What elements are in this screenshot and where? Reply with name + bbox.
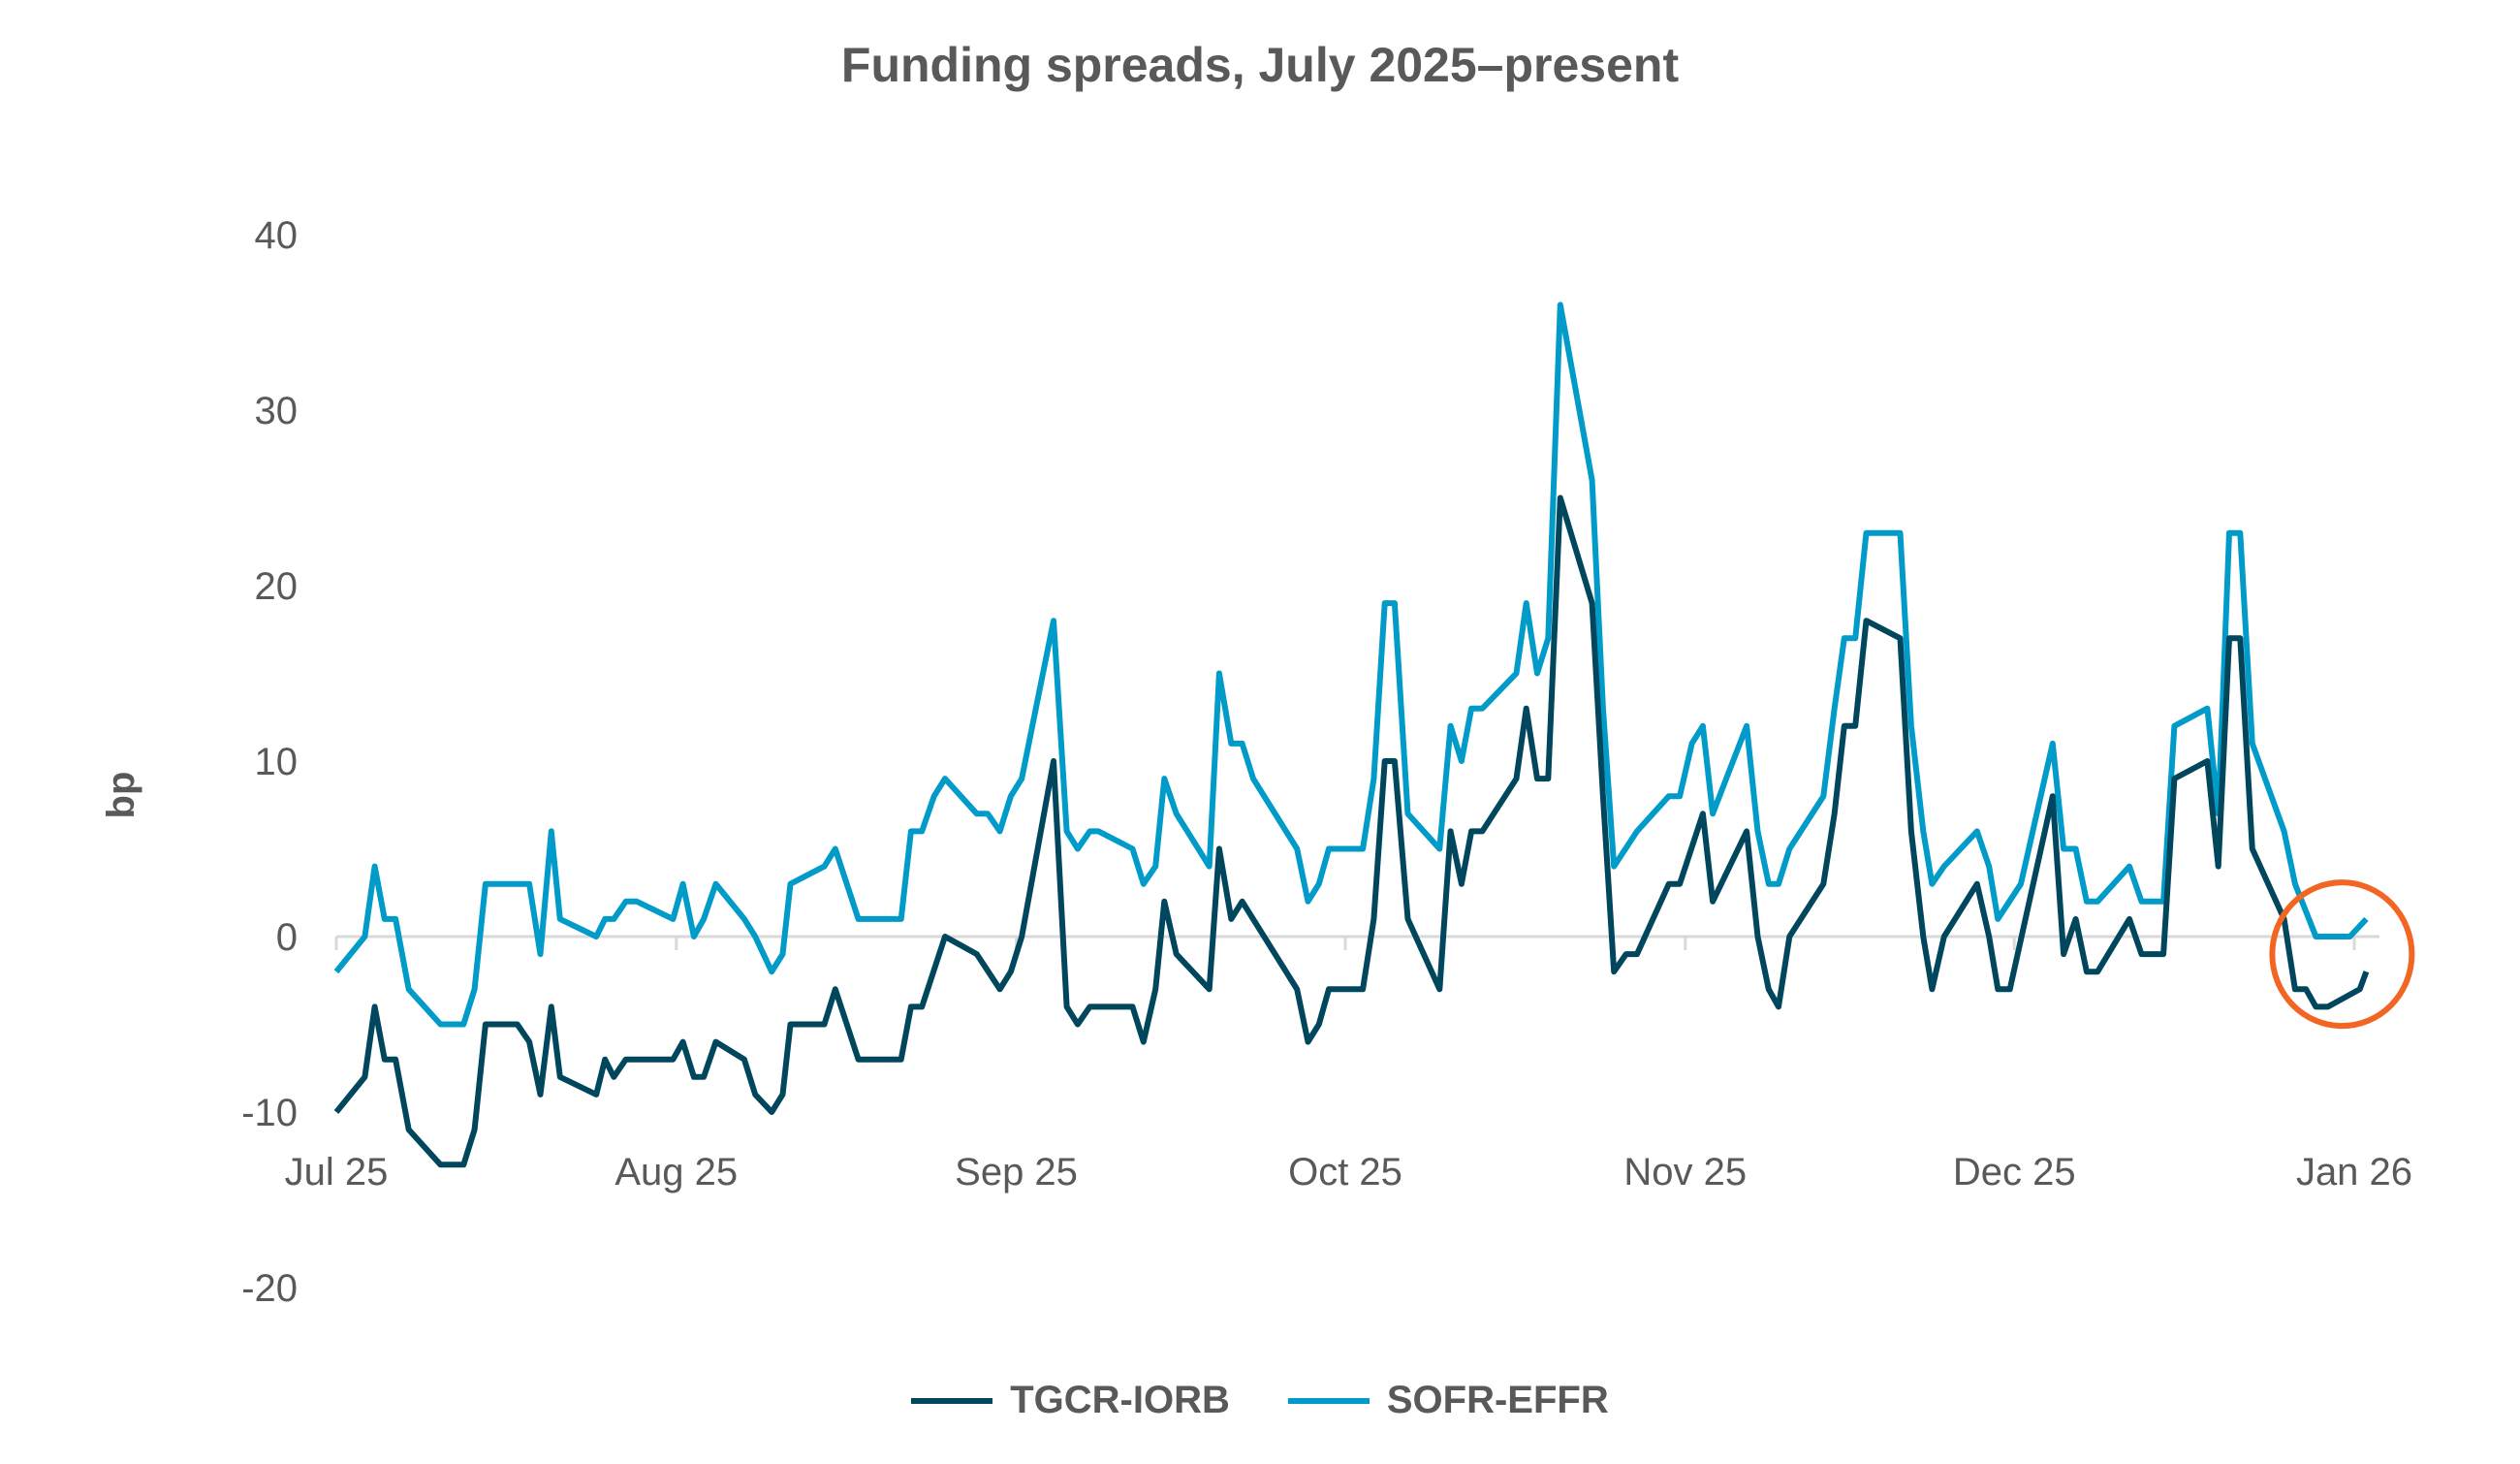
chart-title: Funding spreads, July 2025–present [840,38,1680,92]
y-axis-label: bp [100,772,142,819]
legend: TGCR-IORB SOFR-EFFR [0,1379,2520,1422]
y-tick-label: 40 [255,214,299,257]
y-tick-label: 20 [255,565,299,608]
series-line-tgcr-iorb [333,494,2370,1168]
y-tick-label: -20 [241,1267,298,1310]
x-axis-ticks: Jul 25 Aug 25 Sep 25 Oct 25 Nov 25 Dec 25 Jan … [285,1151,2412,1193]
y-axis-ticks: -20 -10 0 10 20 30 40 [241,214,298,1310]
series-lines [333,302,2370,1168]
y-tick-label: 10 [255,741,299,783]
x-tick-label: Nov 25 [1623,1151,1747,1193]
x-tick-label: Jan 26 [2296,1151,2412,1193]
x-tick-label: Dec 25 [1953,1151,2076,1193]
legend-label: SOFR-EFFR [1386,1379,1609,1421]
y-tick-label: 0 [276,916,298,959]
x-tick-label: Aug 25 [614,1151,738,1193]
zero-line [334,935,2379,950]
legend-swatch [1287,1397,1370,1404]
legend-item-sofr-effr: SOFR-EFFR [1287,1379,1609,1422]
y-tick-label: 30 [255,390,299,432]
series-line-sofr-effr [333,302,2369,1028]
x-tick-label: Jul 25 [285,1151,389,1193]
annotation-circle [2269,879,2415,1030]
y-tick-label: -10 [241,1092,298,1134]
annotation [2269,879,2415,1030]
legend-swatch [911,1397,993,1404]
legend-item-tgcr-iorb: TGCR-IORB [911,1379,1230,1422]
x-tick-label: Sep 25 [955,1151,1078,1193]
x-tick-label: Oct 25 [1288,1151,1402,1193]
legend-label: TGCR-IORB [1010,1379,1230,1421]
